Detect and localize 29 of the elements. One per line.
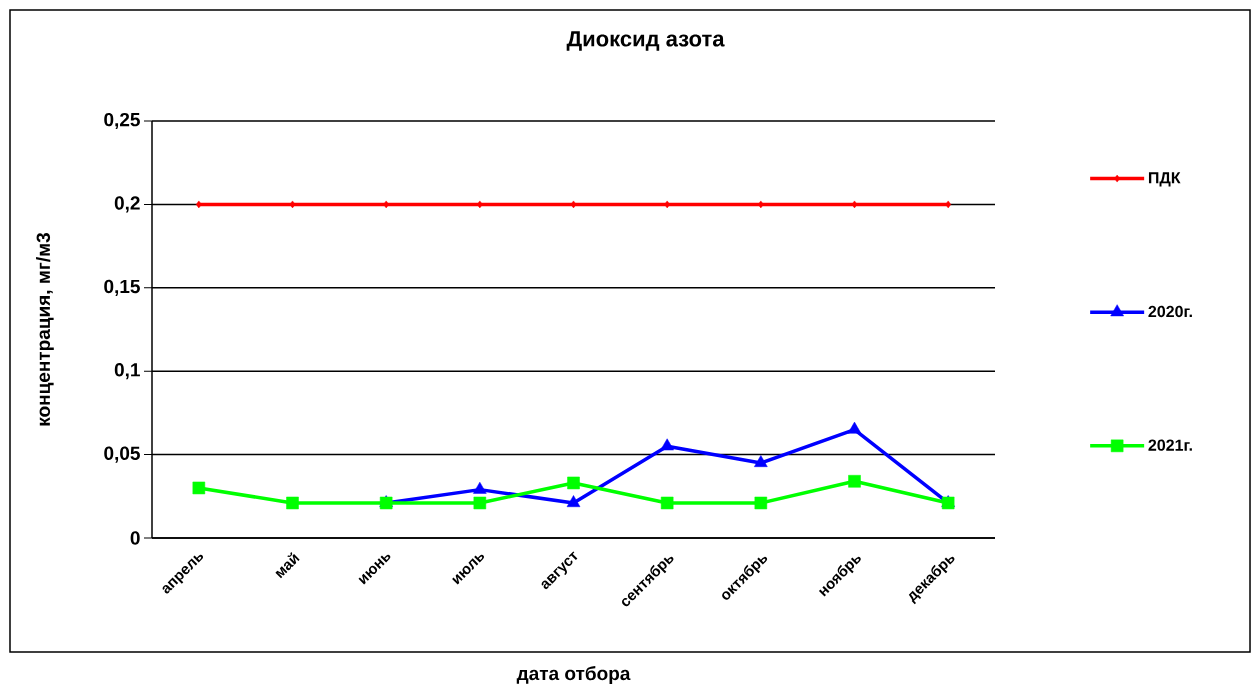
y-tick-label: 0,05: [104, 446, 140, 463]
point: [286, 496, 299, 510]
point: [945, 200, 952, 209]
point: [567, 476, 580, 490]
y-axis-title: концентрация, мг/м3: [36, 232, 54, 426]
point: [289, 200, 296, 209]
point: [473, 496, 487, 510]
y-tick-label: 0,15: [104, 279, 140, 296]
y-tick-label: 0,25: [104, 112, 140, 130]
y-tick-label: 0,2: [114, 196, 140, 213]
point: [195, 200, 202, 209]
point: [848, 475, 861, 488]
point: [570, 200, 577, 209]
point: [473, 481, 487, 494]
point: [754, 496, 768, 510]
y-tick-label: 0,1: [114, 363, 140, 380]
point: [192, 481, 206, 495]
chart-title: Диоксид азота: [566, 31, 725, 51]
legend-label: 2020г.: [1148, 305, 1192, 318]
point: [754, 455, 768, 467]
x-axis-title: дата отбора: [516, 666, 631, 684]
y-tick-label: 0: [130, 531, 140, 545]
point: [851, 200, 858, 209]
point: [847, 421, 862, 434]
legend-label: 2021г.: [1148, 439, 1192, 451]
point: [660, 438, 674, 451]
point: [566, 495, 581, 507]
legend-label: ПДК: [1148, 172, 1181, 187]
point: [660, 496, 674, 510]
